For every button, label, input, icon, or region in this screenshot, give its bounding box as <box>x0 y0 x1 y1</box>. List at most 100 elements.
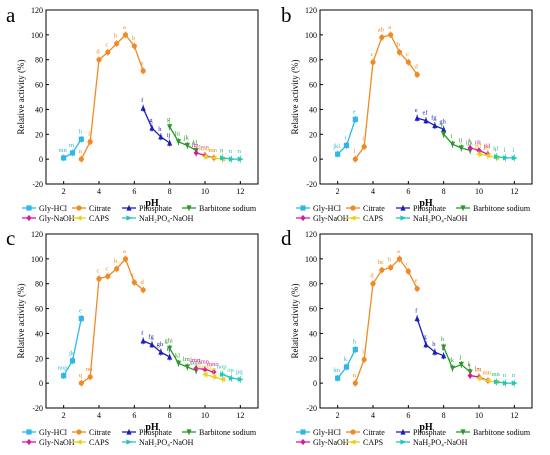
x-tick-label: 6 <box>406 411 410 420</box>
data-label: op <box>210 366 217 373</box>
series-line <box>169 347 197 372</box>
data-label: fg <box>431 115 437 122</box>
data-label: mn <box>209 147 218 154</box>
data-point <box>87 374 93 380</box>
x-axis-label: pH <box>419 422 433 433</box>
legend-label: Phosphate <box>139 204 172 213</box>
data-label: mnop <box>197 363 212 370</box>
x-tick-label: 2 <box>62 411 66 420</box>
data-point <box>184 142 190 149</box>
panel-letter: a <box>6 3 16 27</box>
data-label: mn <box>483 370 492 377</box>
data-point <box>105 49 111 55</box>
legend-marker <box>300 429 306 435</box>
y-tick-label: -20 <box>306 404 317 413</box>
x-tick-label: 10 <box>475 411 483 420</box>
data-point <box>405 268 411 274</box>
data-label: c <box>406 260 409 267</box>
data-point <box>494 154 500 160</box>
data-label: fg <box>148 334 154 341</box>
data-label: f <box>141 330 144 337</box>
data-point <box>140 337 146 344</box>
data-point <box>228 375 235 381</box>
series-gly-hcl: nop jk e <box>58 308 84 380</box>
legend-marker <box>126 204 132 211</box>
data-label: k <box>468 361 472 368</box>
data-point <box>69 150 76 156</box>
data-point <box>388 264 394 271</box>
data-point <box>220 155 226 161</box>
data-label: lm <box>192 142 199 149</box>
data-point <box>105 273 111 279</box>
data-label: lm <box>475 366 482 373</box>
data-label: a <box>123 248 126 255</box>
x-tick-label: 10 <box>475 187 483 196</box>
data-point <box>184 364 190 371</box>
data-point <box>175 139 182 145</box>
data-label: e <box>415 107 418 114</box>
data-point <box>414 72 420 78</box>
data-label: ij <box>167 346 171 353</box>
x-tick-label: 8 <box>168 411 172 420</box>
legend-label: NaH₂PO₄-NaOH <box>139 214 194 223</box>
data-label: pq <box>236 368 243 375</box>
data-label: i <box>451 133 453 140</box>
legend-label: NaH₂PO₄-NaOH <box>413 214 468 223</box>
data-point <box>96 276 102 282</box>
data-label: kl <box>193 139 198 146</box>
legend-label: Barbitone sodium <box>199 428 257 437</box>
data-label: l <box>468 365 470 372</box>
data-point <box>502 380 509 386</box>
data-label: b <box>114 258 117 265</box>
data-point <box>441 352 447 359</box>
legend: Gly-HCl Citrate Phosphate Barbitone sodium G… <box>296 204 531 223</box>
data-point <box>370 281 376 287</box>
x-tick-label: 2 <box>62 187 66 196</box>
legend-label: CAPS <box>89 438 109 447</box>
x-tick-label: 8 <box>442 187 446 196</box>
data-point <box>388 32 394 38</box>
data-label: a <box>397 248 400 255</box>
data-point <box>458 145 464 152</box>
legend-label: Citrate <box>363 204 385 213</box>
data-point <box>396 256 403 262</box>
series-line <box>416 318 444 357</box>
legend-label: Phosphate <box>413 204 446 213</box>
y-axis-label: Relative activity (%) <box>16 60 26 135</box>
x-tick-label: 4 <box>97 411 101 420</box>
data-point <box>167 353 173 360</box>
data-point <box>202 366 208 373</box>
legend-marker <box>400 439 407 445</box>
legend: Gly-HCl Citrate Phosphate Barbitone sodium G… <box>22 428 257 447</box>
data-label: b <box>114 33 117 40</box>
x-tick-label: 6 <box>132 411 136 420</box>
data-label: lmn <box>190 357 201 364</box>
data-point <box>379 267 385 273</box>
data-point <box>432 122 438 129</box>
data-point <box>361 356 367 363</box>
data-label: lm <box>475 367 482 374</box>
y-tick-label: 20 <box>35 354 43 363</box>
data-point <box>441 126 447 132</box>
series-line <box>417 117 444 130</box>
x-tick-label: 2 <box>336 411 340 420</box>
data-point <box>96 57 102 63</box>
y-axis-label: Relative activity (%) <box>290 284 300 359</box>
legend-label: Gly-HCl <box>39 428 68 437</box>
legend-marker <box>186 205 192 212</box>
legend-label: Gly-HCl <box>313 204 342 213</box>
legend-marker <box>186 429 192 436</box>
legend-marker <box>460 429 466 436</box>
data-label: h <box>432 341 436 348</box>
y-tick-label: 80 <box>35 56 43 65</box>
data-point <box>158 348 164 355</box>
legend-marker <box>126 428 132 435</box>
legend-marker <box>400 428 406 435</box>
legend-label: Barbitone sodium <box>473 204 531 213</box>
data-point <box>414 114 420 121</box>
